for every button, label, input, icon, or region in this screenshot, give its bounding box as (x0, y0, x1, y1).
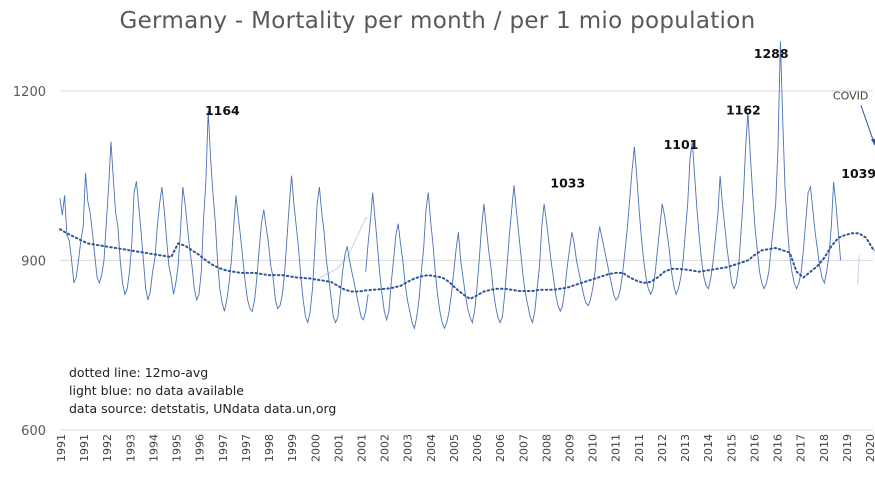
note-light-blue: light blue: no data available (69, 383, 244, 398)
data-label: 1033 (550, 175, 585, 190)
x-tick-label: 2010 (587, 434, 600, 462)
x-tick-label: 1997 (217, 434, 230, 462)
x-tick-label: 1991 (55, 434, 68, 462)
x-tick-label: 1993 (124, 434, 137, 462)
x-tick-label: 1991 (78, 434, 91, 462)
data-label: 1101 (664, 137, 699, 152)
x-tick-label: 2016 (748, 434, 761, 462)
x-tick-label: 1995 (171, 434, 184, 462)
x-tick-label: 2009 (564, 434, 577, 462)
covid-annotation: COVID (833, 89, 868, 102)
grid-lines (60, 90, 873, 431)
y-tick-label: 600 (21, 424, 46, 439)
x-tick-label: 1999 (286, 434, 299, 462)
x-tick-label: 1997 (240, 434, 253, 462)
x-tick-label: 2000 (309, 434, 322, 462)
x-tick-label: 2016 (772, 434, 785, 462)
x-tick-label: 2006 (494, 434, 507, 462)
x-tick-label: 2012 (656, 434, 669, 462)
x-tick-labels: 1991 1991 1992 1993 1994 1995 1996 1997 1997 1998… (55, 434, 875, 462)
x-tick-label: 2015 (725, 434, 738, 462)
data-labels: 1164 1033 1101 1162 1288 1039 COVID (205, 46, 875, 190)
data-label: 1288 (754, 46, 789, 61)
x-tick-label: 2001 (355, 434, 368, 462)
covid-arrow (860, 105, 875, 146)
series-lines (59, 41, 875, 330)
x-tick-label: 1994 (147, 434, 160, 462)
x-tick-label: 2011 (633, 434, 646, 462)
missing-data-line (857, 254, 860, 285)
covid-arrow-head (870, 138, 875, 146)
x-tick-label: 2014 (702, 434, 715, 462)
x-tick-label: 2007 (517, 434, 530, 462)
chart-notes: dotted line: 12mo-avg light blue: no dat… (69, 364, 336, 418)
x-tick-label: 2008 (540, 434, 553, 462)
x-tick-label: 2020 (864, 434, 875, 462)
x-tick-label: 2013 (679, 434, 692, 462)
x-tick-label: 2001 (332, 434, 345, 462)
note-dotted-line: dotted line: 12mo-avg (69, 365, 209, 380)
data-label: 1039 (841, 166, 875, 181)
y-tick-label: 1200 (13, 85, 46, 100)
x-tick-label: 1998 (263, 434, 276, 462)
x-tick-label: 2017 (795, 434, 808, 462)
x-tick-label: 2018 (818, 434, 831, 462)
x-tick-label: 2004 (425, 434, 438, 462)
x-tick-label: 2003 (402, 434, 415, 462)
data-label: 1164 (205, 103, 240, 118)
x-tick-label: 2006 (471, 434, 484, 462)
x-tick-label: 1992 (101, 434, 114, 462)
monthly-mortality-line (365, 41, 842, 330)
x-tick-label: 1996 (194, 434, 207, 462)
x-tick-label: 2002 (379, 434, 392, 462)
avg-12mo-line (59, 228, 875, 301)
monthly-mortality-line (59, 110, 369, 325)
x-tick-label: 2005 (448, 434, 461, 462)
x-tick-label: 2011 (610, 434, 623, 462)
missing-data-line (318, 217, 369, 279)
y-tick-labels: 600 900 1200 (13, 85, 46, 439)
chart-title: Germany - Mortality per month / per 1 mi… (119, 8, 756, 34)
x-tick-label: 2019 (841, 434, 854, 462)
note-data-source: data source: detstatis, UNdata data.un,o… (69, 401, 337, 416)
y-tick-label: 900 (21, 254, 46, 269)
data-label: 1162 (726, 102, 761, 117)
